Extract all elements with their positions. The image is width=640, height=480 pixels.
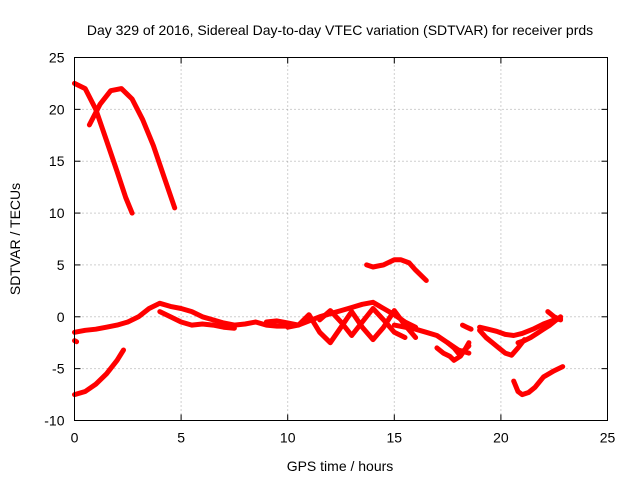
chart-title: Day 329 of 2016, Sidereal Day-to-day VTE… — [87, 22, 593, 38]
y-tick-label: 15 — [49, 153, 65, 169]
x-tick-label: 0 — [71, 430, 79, 446]
series-line-pass-b — [86, 86, 178, 211]
y-tick-label: -5 — [52, 361, 65, 377]
series-group — [72, 80, 566, 398]
series-line-pass-e — [157, 309, 237, 331]
series-line-pass-c — [72, 347, 126, 398]
series-line-pass-r — [511, 364, 566, 398]
y-tick-label: 5 — [57, 257, 65, 273]
x-tick-label: 10 — [280, 430, 296, 446]
series-line-pass-q — [545, 309, 564, 323]
y-tick-label: -10 — [44, 413, 64, 429]
plot-frame — [74, 57, 608, 421]
x-tick-label: 5 — [177, 430, 185, 446]
series-line-pass-i — [364, 257, 429, 283]
series-line-pass-l — [445, 340, 472, 356]
series-line-pass-g — [285, 308, 419, 346]
ticks: 0 5 10 15 20 25 -10 -5 0 5 10 15 20 25 — [44, 50, 615, 446]
y-axis-label: SDTVAR / TECUs — [7, 183, 23, 295]
x-tick-label: 15 — [387, 430, 403, 446]
series-line-pass-n — [477, 316, 564, 338]
x-axis-label: GPS time / hours — [287, 458, 394, 474]
x-tick-label: 25 — [600, 430, 616, 446]
series-line-pass-a — [72, 80, 135, 216]
series-line-pass-m — [460, 322, 474, 332]
y-tick-label: 0 — [57, 309, 65, 325]
series-line-pass-d — [72, 300, 291, 335]
series-line-pass-p — [515, 314, 564, 346]
y-tick-label: 20 — [49, 101, 65, 117]
grid — [74, 57, 608, 421]
x-tick-label: 20 — [493, 430, 509, 446]
series-line-pass-o — [477, 327, 527, 358]
series-line-pass-h — [317, 306, 408, 340]
y-tick-label: 25 — [49, 50, 65, 66]
y-tick-label: 10 — [49, 205, 65, 221]
